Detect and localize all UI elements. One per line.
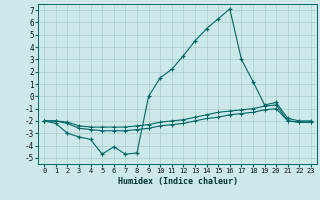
X-axis label: Humidex (Indice chaleur): Humidex (Indice chaleur) (118, 177, 238, 186)
